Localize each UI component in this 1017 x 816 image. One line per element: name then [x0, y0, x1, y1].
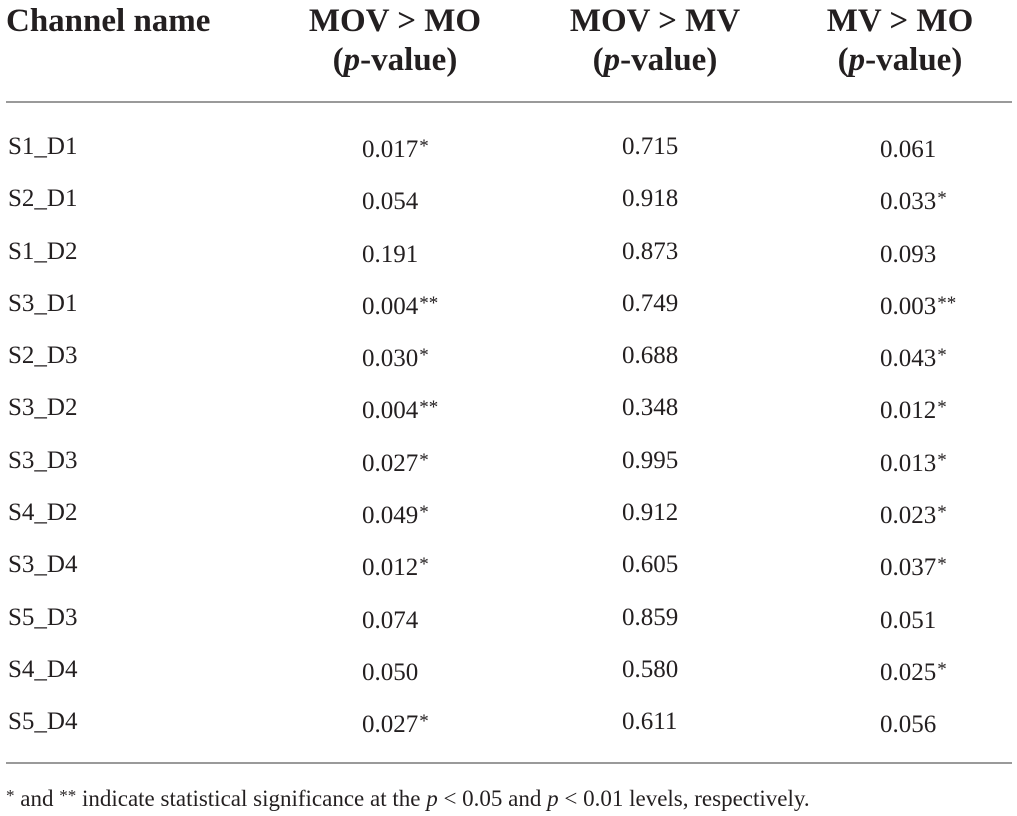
- mov-mv-cell: 0.873: [622, 237, 679, 265]
- mov-mo-cell: 0.017*: [362, 136, 429, 163]
- significance-marker: *: [937, 397, 947, 419]
- significance-marker: *: [419, 554, 429, 576]
- mov-mv-cell: 0.749: [622, 289, 679, 317]
- mov-mv-cell: 0.580: [622, 655, 679, 683]
- table-body: S1_D1 0.017* 0.715 0.061 S2_D1 0.054 0.9…: [0, 121, 1017, 749]
- significance-marker: *: [937, 188, 947, 210]
- table-row: S2_D3 0.030* 0.688 0.043*: [0, 330, 1017, 382]
- mv-mo-cell: 0.025*: [880, 658, 947, 686]
- significance-marker: *: [937, 554, 947, 576]
- mov-mo-cell: 0.004**: [362, 397, 439, 425]
- header-pvalue-label: (p-value): [332, 42, 458, 78]
- channel-cell: S4_D2: [8, 499, 78, 527]
- header-mv-gt-mo: MV > MO (p-value): [795, 2, 1005, 80]
- channel-cell: S3_D4: [8, 551, 78, 579]
- channel-cell: S3_D2: [8, 394, 78, 422]
- mov-mo-cell: 0.004**: [362, 292, 439, 320]
- significance-marker: *: [419, 136, 429, 157]
- mov-mo-cell: 0.012*: [362, 554, 429, 582]
- mv-mo-cell: 0.012*: [880, 397, 947, 425]
- mv-mo-cell: 0.061: [880, 136, 937, 163]
- significance-marker: **: [419, 397, 439, 419]
- mov-mv-cell: 0.611: [622, 708, 678, 736]
- channel-cell: S2_D3: [8, 342, 78, 370]
- mov-mo-cell: 0.054: [362, 188, 419, 216]
- channel-cell: S2_D1: [8, 185, 78, 213]
- mov-mv-cell: 0.995: [622, 446, 679, 474]
- mv-mo-cell: 0.003**: [880, 292, 957, 320]
- significance-marker: **: [937, 292, 957, 314]
- header-divider: [6, 101, 1012, 103]
- channel-cell: S3_D3: [8, 446, 78, 474]
- footer-divider: [6, 762, 1012, 764]
- mov-mv-cell: 0.912: [622, 499, 679, 527]
- table-row: S4_D4 0.050 0.580 0.025*: [0, 644, 1017, 696]
- mov-mo-cell: 0.049*: [362, 502, 429, 530]
- table-footnote: * and ** indicate statistical significan…: [6, 786, 810, 811]
- table-row: S3_D4 0.012* 0.605 0.037*: [0, 539, 1017, 591]
- mov-mo-cell: 0.030*: [362, 345, 429, 373]
- mov-mv-cell: 0.688: [622, 342, 679, 370]
- table-row: S1_D1 0.017* 0.715 0.061: [0, 121, 1017, 173]
- channel-cell: S1_D1: [8, 133, 78, 160]
- table-row: S3_D1 0.004** 0.749 0.003**: [0, 278, 1017, 330]
- mov-mo-cell: 0.050: [362, 658, 419, 686]
- mov-mv-cell: 0.859: [622, 603, 679, 631]
- mv-mo-cell: 0.043*: [880, 345, 947, 373]
- mov-mv-cell: 0.918: [622, 185, 679, 213]
- channel-cell: S3_D1: [8, 289, 78, 317]
- table-row: S2_D1 0.054 0.918 0.033*: [0, 173, 1017, 225]
- header-channel-name: Channel name: [6, 3, 211, 39]
- table-row: S3_D3 0.027* 0.995 0.013*: [0, 435, 1017, 487]
- mv-mo-cell: 0.056: [880, 711, 937, 739]
- significance-marker: *: [937, 658, 947, 680]
- mov-mo-cell: 0.027*: [362, 449, 429, 477]
- mv-mo-cell: 0.037*: [880, 554, 947, 582]
- table-header: Channel name MOV > MO (p-value) MOV > MV…: [0, 0, 1017, 100]
- significance-marker: *: [937, 502, 947, 524]
- table-row: S1_D2 0.191 0.873 0.093: [0, 226, 1017, 278]
- channel-cell: S1_D2: [8, 237, 78, 265]
- header-pvalue-label: (p-value): [592, 42, 718, 78]
- significance-marker: *: [419, 502, 429, 524]
- mv-mo-cell: 0.023*: [880, 502, 947, 530]
- header-pvalue-label: (p-value): [837, 42, 963, 78]
- table-row: S5_D3 0.074 0.859 0.051: [0, 592, 1017, 644]
- mov-mo-cell: 0.027*: [362, 711, 429, 739]
- mv-mo-cell: 0.013*: [880, 449, 947, 477]
- significance-marker: *: [419, 449, 429, 471]
- table-row: S5_D4 0.027* 0.611 0.056: [0, 696, 1017, 748]
- mv-mo-cell: 0.093: [880, 240, 937, 268]
- significance-marker: *: [419, 345, 429, 367]
- table-row: S4_D2 0.049* 0.912 0.023*: [0, 487, 1017, 539]
- header-mov-gt-mv: MOV > MV (p-value): [550, 2, 760, 80]
- significance-marker: *: [937, 449, 947, 471]
- significance-marker: **: [419, 292, 439, 314]
- table-row: S3_D2 0.004** 0.348 0.012*: [0, 382, 1017, 434]
- channel-cell: S5_D3: [8, 603, 78, 631]
- significance-marker: *: [937, 345, 947, 367]
- mov-mv-cell: 0.605: [622, 551, 679, 579]
- mv-mo-cell: 0.051: [880, 606, 937, 634]
- mov-mo-cell: 0.191: [362, 240, 419, 268]
- channel-cell: S5_D4: [8, 708, 78, 736]
- mov-mv-cell: 0.348: [622, 394, 679, 422]
- mv-mo-cell: 0.033*: [880, 188, 947, 216]
- channel-cell: S4_D4: [8, 655, 78, 683]
- significance-marker: *: [419, 711, 429, 733]
- mov-mv-cell: 0.715: [622, 133, 679, 160]
- header-mov-gt-mo: MOV > MO (p-value): [290, 2, 500, 80]
- mov-mo-cell: 0.074: [362, 606, 419, 634]
